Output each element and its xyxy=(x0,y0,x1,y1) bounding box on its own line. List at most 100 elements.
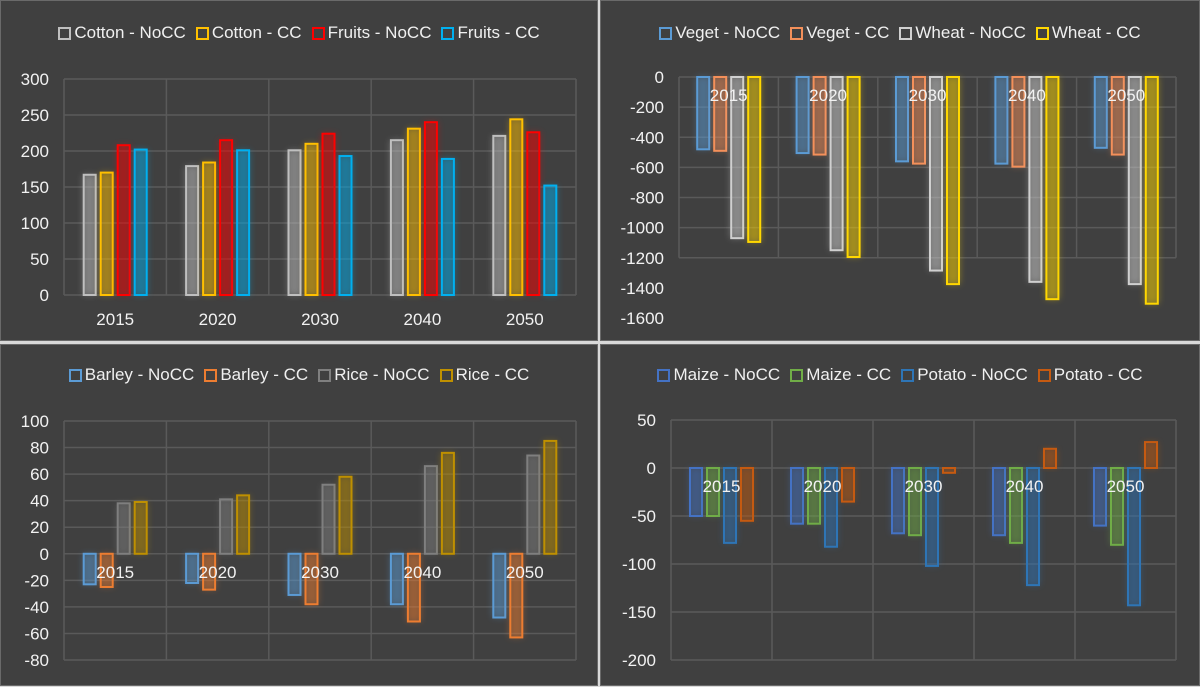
legend-item[interactable]: Potato - CC xyxy=(1037,365,1143,385)
legend-item[interactable]: Wheat - NoCC xyxy=(899,23,1026,43)
legend-item[interactable]: Veget - CC xyxy=(790,23,889,43)
bar xyxy=(202,552,217,591)
bar xyxy=(185,165,200,296)
y-tick-label: -80 xyxy=(24,651,49,670)
bar xyxy=(846,76,861,258)
bar-glow xyxy=(942,468,956,473)
bar-glow xyxy=(440,452,455,554)
bar-glow xyxy=(895,77,909,162)
y-tick-label: -1200 xyxy=(621,249,664,268)
legend-item[interactable]: Fruits - CC xyxy=(441,23,540,43)
legend-item[interactable]: Wheat - CC xyxy=(1035,23,1141,43)
bar-glow xyxy=(202,162,217,295)
legend-swatch-icon xyxy=(439,368,453,382)
bar-glow xyxy=(304,553,319,605)
bar-glow xyxy=(790,468,804,524)
bar xyxy=(492,134,507,296)
bar-glow xyxy=(723,468,737,543)
bar xyxy=(1093,76,1108,149)
y-tick-label: 300 xyxy=(21,70,49,89)
bar xyxy=(116,502,131,555)
legend-item[interactable]: Rice - NoCC xyxy=(318,365,430,385)
bar-glow xyxy=(219,140,234,295)
legend-item[interactable]: Maize - NoCC xyxy=(657,365,780,385)
y-tick-label: -40 xyxy=(24,598,49,617)
bar-glow xyxy=(219,499,234,554)
bar-glow xyxy=(1144,77,1159,304)
y-tick-label: -1000 xyxy=(621,219,664,238)
bar xyxy=(219,498,234,555)
y-tick-label: -20 xyxy=(24,571,49,590)
chart-legend: Veget - NoCC Veget - CC Wheat - NoCC Wheat … xyxy=(601,23,1199,43)
bar-glow xyxy=(543,185,558,295)
legend-swatch-icon xyxy=(1035,26,1049,40)
y-tick-label: -100 xyxy=(622,555,656,574)
bar-glow xyxy=(509,119,524,295)
x-tick-label: 2020 xyxy=(804,477,842,496)
x-tick-label: 2015 xyxy=(703,477,741,496)
bar-glow xyxy=(406,128,421,295)
bar xyxy=(406,552,421,623)
y-tick-label: -400 xyxy=(630,128,664,147)
bar xyxy=(185,552,200,584)
bar-glow xyxy=(1043,448,1057,468)
legend-swatch-icon xyxy=(68,368,82,382)
legend-item[interactable]: Barley - CC xyxy=(204,365,308,385)
bar-glow xyxy=(99,172,114,295)
y-tick-label: -150 xyxy=(622,603,656,622)
bar xyxy=(895,76,909,163)
bar-glow xyxy=(389,140,404,295)
y-tick-label: 0 xyxy=(40,545,49,564)
legend-item[interactable]: Cotton - NoCC xyxy=(58,23,186,43)
x-tick-label: 2040 xyxy=(1006,477,1044,496)
bar-glow xyxy=(841,468,855,502)
bar xyxy=(992,467,1006,537)
x-tick-label: 2015 xyxy=(710,86,748,105)
legend-item[interactable]: Cotton - CC xyxy=(195,23,302,43)
bar xyxy=(338,155,353,296)
bar xyxy=(236,149,251,296)
bar-glow xyxy=(543,440,558,554)
y-tick-label: -200 xyxy=(630,98,664,117)
x-tick-label: 2050 xyxy=(1107,86,1145,105)
bar-glow xyxy=(82,553,97,585)
bar xyxy=(526,131,541,296)
bar-glow xyxy=(994,77,1009,164)
bar xyxy=(543,439,558,555)
bar-glow xyxy=(1110,77,1125,155)
bar xyxy=(406,127,421,297)
bar-glow xyxy=(202,553,217,590)
legend-item[interactable]: Rice - CC xyxy=(439,365,529,385)
bar xyxy=(423,465,438,555)
y-tick-label: -50 xyxy=(631,507,656,526)
legend-item[interactable]: Potato - NoCC xyxy=(901,365,1028,385)
legend-swatch-icon xyxy=(204,368,218,382)
legend-item[interactable]: Maize - CC xyxy=(790,365,891,385)
bar-glow xyxy=(1009,468,1023,543)
chart-legend: Barley - NoCC Barley - CC Rice - NoCC Rice … xyxy=(1,365,597,385)
bar xyxy=(321,132,336,296)
bar xyxy=(696,76,711,151)
legend-item[interactable]: Barley - NoCC xyxy=(68,365,194,385)
legend-label: Barley - CC xyxy=(220,365,309,384)
bar xyxy=(116,144,131,296)
legend-item[interactable]: Veget - NoCC xyxy=(659,23,780,43)
bar xyxy=(795,76,810,155)
bar xyxy=(1110,467,1124,546)
legend-item[interactable]: Fruits - NoCC xyxy=(311,23,431,43)
bar-glow xyxy=(730,77,745,239)
chart-panel-barley-rice: Barley - NoCC Barley - CC Rice - NoCC Rice … xyxy=(0,344,598,686)
legend-label: Rice - NoCC xyxy=(334,365,430,384)
bar xyxy=(706,467,720,517)
x-tick-label: 2030 xyxy=(905,477,943,496)
bar-glow xyxy=(891,468,905,534)
y-tick-label: -200 xyxy=(622,651,656,670)
bar xyxy=(1144,441,1158,470)
y-tick-label: 150 xyxy=(21,178,49,197)
chart-plot: 0 50 100 150 200 250 300 2015 2020 2030 2040 2050 xyxy=(21,70,577,329)
bar xyxy=(912,76,926,165)
x-tick-label: 2020 xyxy=(199,563,237,582)
bar-glow xyxy=(185,553,200,583)
bar-glow xyxy=(740,468,754,521)
bar xyxy=(790,467,804,525)
